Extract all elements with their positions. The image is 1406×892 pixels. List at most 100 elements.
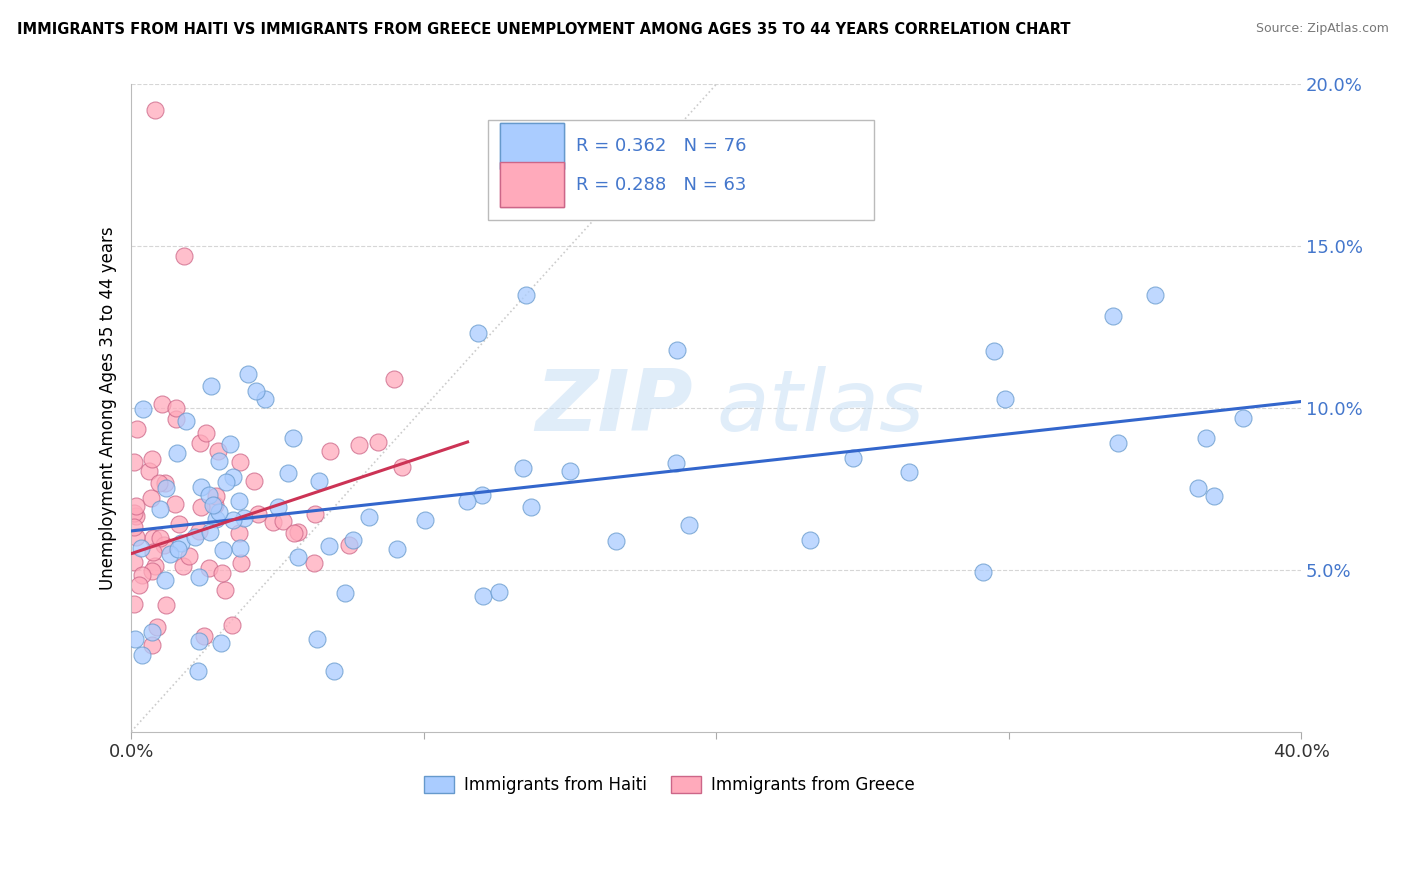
- Point: [1202, 489, 1225, 503]
- Point: [190, 480, 212, 494]
- Point: [471, 589, 494, 603]
- Point: [515, 287, 537, 301]
- Point: [184, 530, 207, 544]
- Point: [263, 515, 285, 529]
- Point: [128, 578, 150, 592]
- Point: [337, 538, 360, 552]
- Point: [993, 392, 1015, 406]
- Point: [254, 392, 277, 406]
- Point: [283, 526, 305, 541]
- Point: [247, 508, 270, 522]
- Point: [302, 557, 325, 571]
- Point: [231, 556, 253, 570]
- Point: [179, 549, 201, 563]
- Point: [277, 466, 299, 480]
- Point: [125, 422, 148, 436]
- Point: [124, 632, 146, 647]
- Text: atlas: atlas: [716, 367, 924, 450]
- Point: [367, 435, 389, 450]
- Point: [131, 648, 153, 662]
- Point: [972, 566, 994, 580]
- Text: ZIP: ZIP: [536, 367, 693, 450]
- Point: [201, 498, 224, 512]
- Point: [141, 624, 163, 639]
- Point: [209, 635, 232, 649]
- Point: [665, 456, 688, 470]
- Point: [153, 573, 176, 587]
- Point: [148, 475, 170, 490]
- Point: [187, 570, 209, 584]
- Point: [129, 541, 152, 556]
- Point: [207, 444, 229, 458]
- Point: [176, 414, 198, 428]
- Point: [347, 438, 370, 452]
- Point: [413, 514, 436, 528]
- Point: [122, 555, 145, 569]
- Point: [219, 436, 242, 450]
- Point: [204, 512, 226, 526]
- Point: [124, 508, 146, 523]
- Point: [152, 537, 174, 551]
- Point: [488, 585, 510, 599]
- Point: [214, 583, 236, 598]
- Point: [188, 436, 211, 450]
- Point: [155, 481, 177, 495]
- Point: [1101, 309, 1123, 323]
- Point: [1195, 431, 1218, 445]
- Point: [1232, 410, 1254, 425]
- Point: [342, 533, 364, 547]
- Point: [131, 567, 153, 582]
- Point: [193, 628, 215, 642]
- Point: [897, 465, 920, 479]
- Point: [1187, 481, 1209, 495]
- Point: [242, 474, 264, 488]
- Point: [155, 476, 177, 491]
- Point: [228, 494, 250, 508]
- Text: Source: ZipAtlas.com: Source: ZipAtlas.com: [1256, 22, 1389, 36]
- Point: [167, 516, 190, 531]
- Point: [305, 632, 328, 646]
- Point: [195, 425, 218, 440]
- Point: [122, 507, 145, 521]
- Point: [165, 401, 187, 416]
- FancyBboxPatch shape: [488, 120, 875, 220]
- Point: [198, 561, 221, 575]
- Point: [983, 343, 1005, 358]
- Point: [188, 524, 211, 539]
- Point: [166, 446, 188, 460]
- Y-axis label: Unemployment Among Ages 35 to 44 years: Unemployment Among Ages 35 to 44 years: [100, 227, 117, 590]
- FancyBboxPatch shape: [499, 123, 564, 169]
- Point: [387, 541, 409, 556]
- Point: [143, 103, 166, 118]
- Point: [155, 599, 177, 613]
- Point: [167, 542, 190, 557]
- Point: [323, 665, 346, 679]
- Point: [842, 450, 865, 465]
- Point: [149, 531, 172, 545]
- Point: [146, 620, 169, 634]
- Point: [204, 499, 226, 513]
- Point: [200, 379, 222, 393]
- Point: [152, 397, 174, 411]
- Point: [665, 343, 688, 357]
- Point: [520, 500, 543, 514]
- Point: [391, 460, 413, 475]
- Point: [228, 541, 250, 555]
- Point: [236, 367, 259, 381]
- Legend: Immigrants from Haiti, Immigrants from Greece: Immigrants from Haiti, Immigrants from G…: [416, 770, 922, 801]
- Point: [512, 461, 534, 475]
- Point: [142, 545, 165, 559]
- Point: [198, 488, 221, 502]
- Point: [188, 634, 211, 648]
- Point: [467, 326, 489, 340]
- Point: [122, 455, 145, 469]
- Point: [215, 475, 238, 490]
- Point: [205, 489, 228, 503]
- Point: [229, 455, 252, 469]
- Point: [208, 454, 231, 468]
- Point: [212, 543, 235, 558]
- Point: [125, 499, 148, 513]
- Point: [471, 488, 494, 502]
- Point: [141, 452, 163, 467]
- Point: [228, 525, 250, 540]
